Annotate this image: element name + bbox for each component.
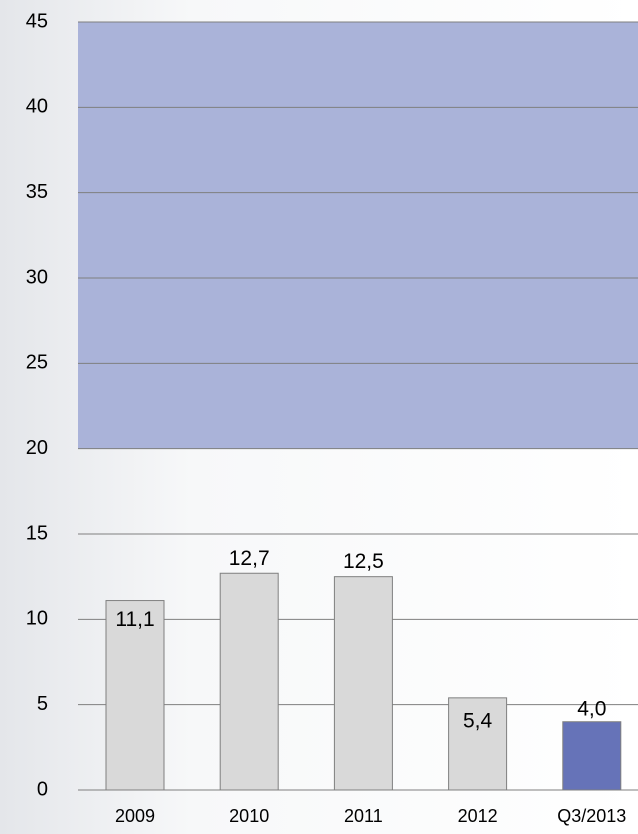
y-tick-label: 35 bbox=[26, 181, 48, 203]
value-label: 4,0 bbox=[577, 697, 606, 720]
y-tick-label: 25 bbox=[26, 352, 48, 374]
shaded-band bbox=[78, 22, 638, 449]
x-tick-label: 2010 bbox=[229, 806, 269, 826]
y-tick-label: 20 bbox=[26, 437, 48, 459]
value-label: 12,5 bbox=[343, 550, 384, 573]
bar bbox=[219, 572, 279, 791]
value-label: 11,1 bbox=[115, 608, 154, 631]
x-tick-label: 2009 bbox=[115, 806, 155, 826]
bar bbox=[333, 576, 393, 791]
y-tick-label: 10 bbox=[26, 608, 48, 630]
bar bbox=[448, 697, 508, 791]
y-tick-label: 45 bbox=[26, 10, 48, 32]
y-tick-label: 30 bbox=[26, 266, 48, 288]
bar bbox=[105, 600, 165, 791]
x-tick-label: 2012 bbox=[458, 806, 498, 826]
x-tick-label: Q3/2013 bbox=[557, 806, 626, 826]
y-tick-label: 0 bbox=[37, 778, 48, 800]
value-label: 12,7 bbox=[229, 547, 270, 570]
x-tick-label: 2011 bbox=[344, 806, 383, 826]
y-tick-label: 40 bbox=[26, 96, 48, 118]
y-tick-label: 15 bbox=[26, 522, 48, 544]
y-tick-label: 5 bbox=[37, 693, 48, 715]
bar bbox=[562, 721, 622, 791]
value-label: 5,4 bbox=[463, 709, 493, 732]
